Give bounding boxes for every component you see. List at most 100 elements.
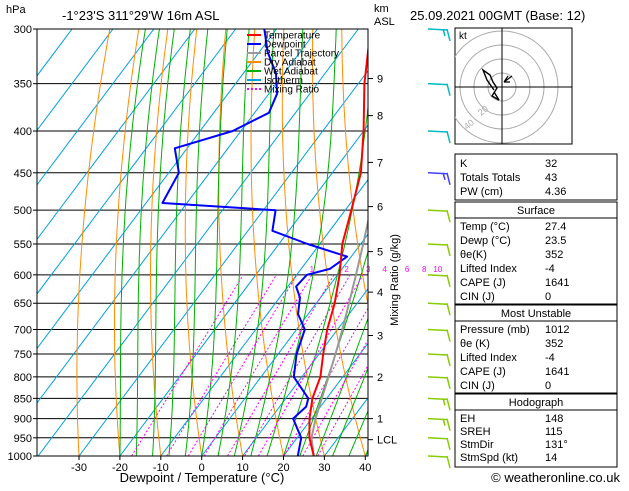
isotherm-line [37, 29, 73, 77]
wet-adiabat-line [184, 29, 209, 456]
pressure-tick-label: 350 [14, 79, 32, 91]
mixing-ratio-label: 4 [382, 265, 387, 274]
pressure-tick-label: 950 [14, 433, 32, 445]
temperature-tick-label: 40 [359, 462, 371, 474]
wet-adiabat-line [299, 249, 368, 456]
pressure-axis: 300 350 400 450 500 550 600 650 700 750 800 850 900 9… [8, 24, 37, 463]
hodograph-stats-value: 115 [545, 426, 563, 438]
mixing-ratio-label: 10 [433, 265, 442, 274]
surface-label: θe(K) [460, 249, 487, 261]
dewpoint-line [161, 29, 349, 456]
mixing-ratio-line [187, 274, 298, 456]
wind-barb-flag [446, 83, 451, 96]
wind-barb-shaft [427, 417, 448, 421]
index-value: 4.36 [545, 186, 566, 198]
temperature-axis: -30 -20 -10 0 10 20 30 40 [71, 456, 371, 474]
wet-adiabat-line [233, 29, 275, 456]
wind-barb-shaft [427, 397, 448, 401]
km-tick-label: 9 [377, 74, 383, 86]
wind-barb-shaft [427, 274, 448, 277]
surface-value: 352 [545, 249, 563, 261]
most-unstable-label: CAPE (J) [460, 366, 506, 378]
surface-label: CAPE (J) [460, 277, 506, 289]
index-label: Totals Totals [460, 172, 521, 184]
isotherm-line [37, 29, 277, 350]
mixing-ratio-label: 2 [344, 265, 349, 274]
mixing-ratio-line [244, 274, 351, 456]
index-value: 43 [545, 172, 557, 184]
surface-label: Dewp (°C) [460, 235, 511, 247]
asl-label: ASL [374, 16, 395, 28]
pressure-tick-label: 1000 [8, 451, 32, 463]
mixing-ratio-line [302, 338, 368, 456]
wind-barb-half-flag [442, 398, 446, 406]
pressure-tick-label: 600 [14, 270, 32, 282]
most-unstable-title: Most Unstable [501, 308, 571, 320]
mixing-ratio-label: 3 [366, 265, 371, 274]
wet-adiabat-line [332, 366, 368, 456]
surface-value: -4 [545, 263, 555, 275]
isotherm-line [160, 178, 368, 456]
isotherm-line [37, 29, 359, 456]
pressure-tick-label: 400 [14, 126, 32, 138]
background-lines [37, 29, 368, 456]
temperature-tick-label: 30 [318, 462, 330, 474]
wind-barb-flag [446, 209, 451, 223]
mixing-ratio-line [203, 274, 313, 456]
hodograph-stats-box [454, 393, 618, 468]
surface-value: 23.5 [545, 235, 566, 247]
hpa-label: hPa [6, 4, 26, 16]
wet-adiabat-line [201, 29, 228, 456]
legend-label: Wet Adiabat [264, 67, 318, 78]
mixing-ratio-line [227, 274, 335, 456]
wind-barb-shaft [427, 209, 448, 212]
wind-barb-flag [446, 329, 451, 342]
most-unstable-value: 0 [545, 380, 551, 392]
wind-barb-flag [446, 172, 451, 185]
wind-barbs [427, 28, 451, 469]
wind-barb-flag [446, 418, 451, 431]
wind-barb-flag [446, 303, 451, 316]
isotherm-line [37, 29, 196, 241]
mixing-ratio-line [131, 274, 244, 456]
temperature-tick-label: 10 [236, 462, 248, 474]
wind-barb-flag [446, 274, 451, 288]
index-value: 32 [545, 158, 557, 170]
stats-tables: K 32 Totals Totals 43 PW (cm) 4.36 Surface Temp… [454, 153, 618, 468]
wind-barb-shaft [427, 302, 448, 305]
mixing-ratio-label: 8 [422, 265, 427, 274]
legend-label: Mixing Ratio [264, 85, 319, 96]
wet-adiabat-line [119, 29, 146, 456]
wet-adiabat-line [217, 29, 250, 456]
wind-barb-shaft [427, 243, 448, 246]
storm-motion-arrow [503, 75, 513, 83]
isotherm-line [201, 233, 368, 456]
index-label: PW (cm) [460, 186, 503, 198]
mixing-ratio-axis-label: Mixing Ratio (g/kg) [389, 234, 401, 326]
isotherm-line [242, 287, 368, 456]
mixing-ratio-line [166, 274, 277, 456]
surface-label: Lifted Index [460, 263, 517, 275]
hodograph-ring-label-20: 20 [476, 103, 490, 117]
footer-credit: © weatheronline.co.uk [491, 470, 620, 485]
surface-value: 1641 [545, 277, 569, 289]
hodograph-ring-label-40: 40 [462, 117, 476, 131]
km-tick-label: 5 [377, 247, 383, 259]
km-axis: 9 8 7 6 5 4 3 2 1 LCL [368, 74, 397, 447]
isotherm-line [37, 29, 114, 132]
km-tick-label: 2 [377, 372, 383, 384]
wind-barb-shaft [427, 455, 448, 458]
pressure-tick-label: 450 [14, 168, 32, 180]
hodograph-unit-label: kt [459, 31, 467, 42]
mixing-ratio-line [257, 274, 364, 456]
pressure-tick-label: 500 [14, 205, 32, 217]
plot-frame [36, 28, 369, 457]
hodograph-trace [481, 68, 500, 101]
dry-adiabat-line [114, 29, 140, 456]
wind-barb-flag [446, 398, 451, 411]
dry-adiabat-line [218, 29, 244, 456]
temperature-tick-label: -30 [71, 462, 87, 474]
surface-box [454, 201, 618, 305]
pressure-tick-label: 650 [14, 298, 32, 310]
